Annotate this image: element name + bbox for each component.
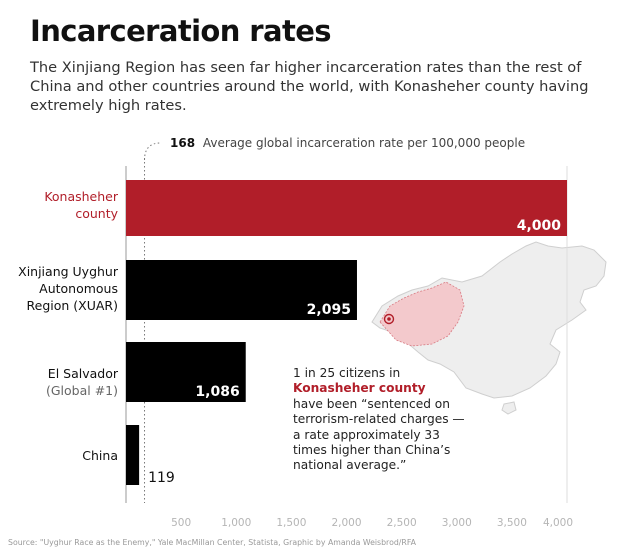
x-tick-label: 2,500: [387, 517, 417, 529]
x-tick-label: 1,500: [276, 517, 306, 529]
category-label-xuar-line1: Xinjiang Uyghur: [18, 264, 119, 279]
konasheher-location-marker: [383, 313, 395, 325]
china-map-island: [501, 401, 517, 415]
map-annotation: 1 in 25 citizens in Konasheher county ha…: [293, 366, 465, 474]
xinjiang-region-shape: [379, 281, 465, 347]
bar-china: [126, 425, 140, 485]
bar-xuar: [126, 260, 357, 320]
map-annotation-body: have been “sentenced on terrorism-relate…: [293, 396, 465, 473]
konasheher-location-dot: [387, 317, 391, 321]
x-tick-label: 2,000: [331, 517, 361, 529]
bar-el-salvador: [126, 342, 246, 402]
category-label-china: China: [82, 448, 118, 463]
category-label-konasheher-line2: county: [75, 206, 118, 221]
category-label-konasheher-line1: Konasheher: [44, 189, 119, 204]
value-label-xuar: 2,095: [307, 302, 351, 318]
x-tick-label: 4,000: [543, 517, 573, 529]
bar-konasheher-county: [126, 180, 567, 236]
value-label-konasheher: 4,000: [517, 218, 562, 234]
reference-line-label: 168 Average global incarceration rate pe…: [170, 136, 525, 150]
chart-title: Incarceration rates: [30, 14, 332, 48]
category-label-el-salvador-line1: El Salvador: [48, 366, 119, 381]
china-map-icon: [371, 241, 607, 415]
value-label-china: 119: [148, 470, 175, 486]
x-axis-tick-labels: 500 1,000 1,500 2,000 2,500 3,000 3,500 4,000: [171, 517, 573, 529]
category-label-el-salvador-line2: (Global #1): [46, 383, 118, 398]
reference-line-text: Average global incarceration rate per 10…: [203, 136, 525, 150]
source-credit: Source: "Uyghur Race as the Enemy," Yale…: [8, 538, 416, 547]
chart-subtitle: The Xinjiang Region has seen far higher …: [30, 59, 589, 114]
category-label-xuar-line3: Region (XUAR): [27, 298, 118, 313]
x-tick-label: 1,000: [221, 517, 251, 529]
map-annotation-intro: 1 in 25 citizens in: [293, 366, 401, 380]
x-tick-label: 3,500: [497, 517, 527, 529]
category-label-xuar-line2: Autonomous: [39, 281, 118, 296]
china-map-outline: [371, 241, 607, 399]
x-tick-label: 3,000: [442, 517, 472, 529]
reference-callout-connector: [144, 142, 161, 161]
x-tick-label: 500: [171, 517, 191, 529]
value-label-el-salvador: 1,086: [195, 384, 239, 400]
reference-line-value: 168: [170, 136, 195, 150]
map-annotation-highlight: Konasheher county: [293, 381, 426, 396]
